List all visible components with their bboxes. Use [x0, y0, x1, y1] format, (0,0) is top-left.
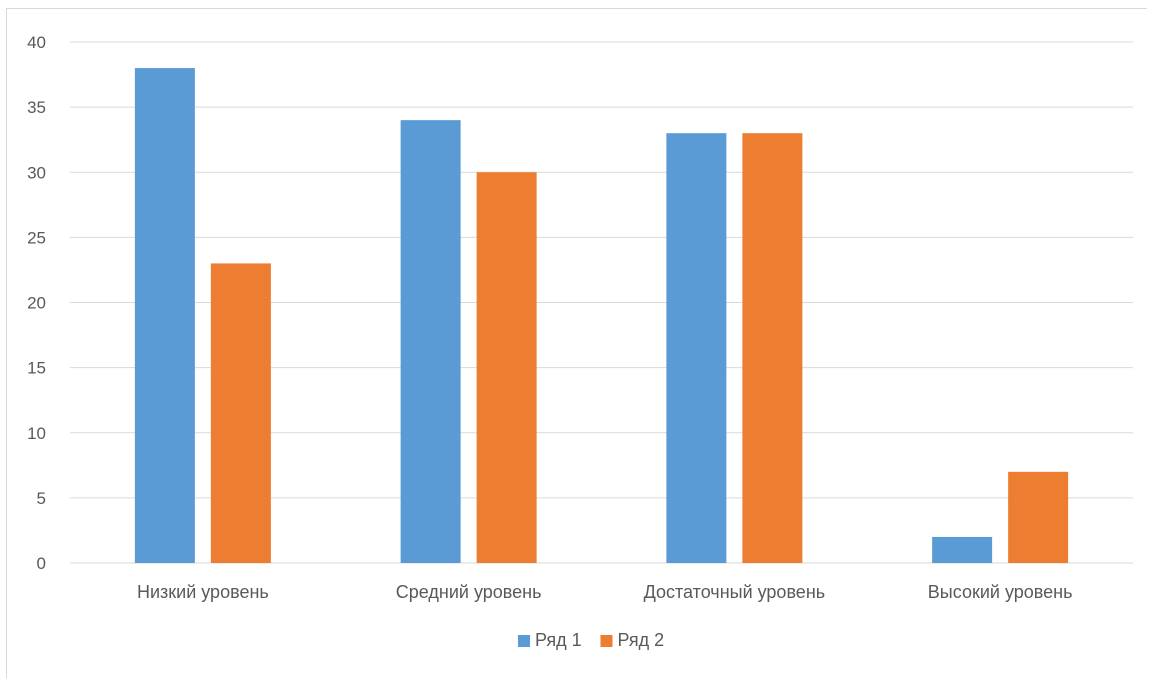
chart-frame	[6, 8, 1147, 678]
bar-series-2-0	[210, 263, 271, 563]
bar-series-1-0	[134, 68, 195, 564]
x-category-label: Низкий уровень	[137, 582, 269, 602]
bar-series-1-2	[666, 133, 727, 564]
bar-series-1-3	[932, 536, 993, 563]
x-category-label: Средний уровень	[396, 582, 542, 602]
bars	[134, 68, 1069, 564]
legend: Ряд 1 Ряд 2	[518, 630, 664, 650]
legend-label-series-2: Ряд 2	[618, 630, 665, 650]
legend-swatch-series-1	[518, 635, 530, 647]
y-tick-label: 20	[27, 294, 46, 313]
y-tick-label: 30	[27, 163, 46, 182]
y-tick-label: 10	[27, 424, 46, 443]
y-tick-label: 5	[37, 489, 46, 508]
y-tick-label: 40	[27, 33, 46, 52]
y-tick-label: 35	[27, 98, 46, 117]
y-axis-tick-labels: 0 5 10 15 20 25 30 35 40	[27, 33, 46, 573]
bar-series-2-1	[476, 172, 537, 563]
legend-swatch-series-2	[600, 635, 613, 647]
bar-series-2-3	[1008, 471, 1069, 563]
y-tick-label: 25	[27, 228, 46, 247]
bar-series-1-1	[400, 120, 461, 564]
y-tick-label: 0	[37, 554, 46, 573]
y-tick-label: 15	[27, 359, 46, 378]
x-category-label: Высокий уровень	[928, 582, 1073, 602]
x-category-label: Достаточный уровень	[644, 582, 826, 602]
bar-series-2-2	[742, 133, 803, 564]
x-axis-category-labels: Низкий уровень Средний уровень Достаточный…	[137, 582, 1072, 602]
legend-label-series-1: Ряд 1	[535, 630, 582, 650]
